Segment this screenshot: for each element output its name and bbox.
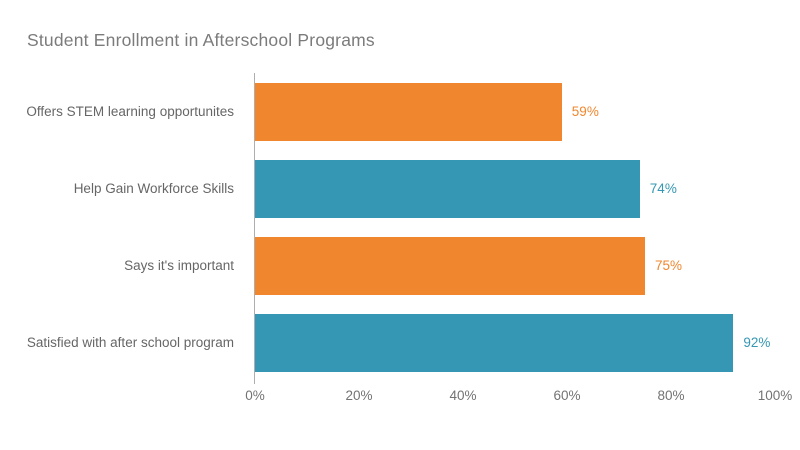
category-label: Help Gain Workforce Skills	[73, 181, 234, 196]
x-axis: 0% 20% 40% 60% 80% 100%	[245, 388, 792, 408]
x-tick-label: 40%	[449, 388, 477, 403]
bar[interactable]	[255, 313, 734, 372]
x-tick-label: 20%	[345, 388, 373, 403]
bar[interactable]	[255, 82, 562, 141]
y-axis-labels: Offers STEM learning opportunites Help Ga…	[0, 73, 244, 381]
plot-area: 59% 74% 75% 92%	[254, 73, 775, 384]
x-tick-label: 0%	[245, 388, 265, 403]
category-label: Says it's important	[124, 258, 234, 273]
value-label: 74%	[649, 181, 677, 196]
x-tick-label: 80%	[657, 388, 685, 403]
value-label: 75%	[655, 258, 683, 273]
value-label: 92%	[743, 335, 771, 350]
x-tick-label: 60%	[553, 388, 581, 403]
bar[interactable]	[255, 236, 645, 295]
bar-row: 74%	[255, 150, 775, 227]
bar-row: 59%	[255, 73, 775, 150]
bar-row: 92%	[255, 304, 775, 381]
bar-row: 75%	[255, 227, 775, 304]
value-label: 59%	[571, 104, 599, 119]
category-label: Offers STEM learning opportunites	[26, 104, 234, 119]
bar[interactable]	[255, 159, 640, 218]
chart-title: Student Enrollment in Afterschool Progra…	[27, 30, 375, 50]
category-label: Satisfied with after school program	[26, 335, 234, 350]
x-tick-label: 100%	[757, 388, 793, 403]
